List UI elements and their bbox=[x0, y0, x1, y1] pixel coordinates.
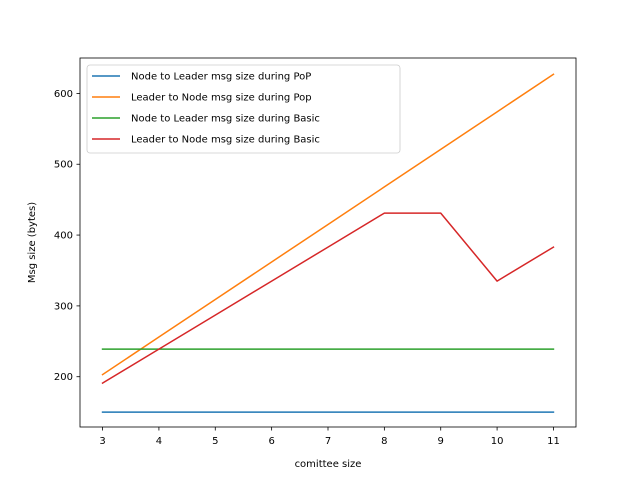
y-tick-label: 300 bbox=[54, 301, 73, 312]
y-tick-label: 500 bbox=[54, 160, 73, 171]
x-tick-label: 9 bbox=[438, 436, 444, 447]
legend-label-2: Leader to Node msg size during Pop bbox=[131, 93, 312, 104]
x-tick-label: 4 bbox=[156, 436, 162, 447]
x-axis-ticks: 3 4 5 6 7 8 9 10 11 bbox=[99, 427, 560, 447]
y-tick-label: 200 bbox=[54, 372, 73, 383]
series-line-4 bbox=[101, 212, 555, 385]
series-layer bbox=[101, 73, 555, 413]
y-axis-ticks: 200 300 400 500 600 bbox=[54, 89, 80, 383]
x-tick-label: 6 bbox=[268, 436, 274, 447]
x-tick-label: 3 bbox=[99, 436, 105, 447]
legend-box bbox=[86, 64, 401, 154]
legend-label-3: Node to Leader msg size during Basic bbox=[131, 114, 320, 125]
legend-label-4: Leader to Node msg size during Basic bbox=[131, 135, 320, 146]
series-line-2 bbox=[101, 73, 555, 376]
y-tick-label: 600 bbox=[54, 89, 73, 100]
x-tick-label: 7 bbox=[325, 436, 331, 447]
legend-label-1: Node to Leader msg size during PoP bbox=[131, 72, 311, 83]
x-tick-label: 10 bbox=[491, 436, 504, 447]
x-tick-label: 11 bbox=[547, 436, 560, 447]
x-tick-label: 8 bbox=[381, 436, 387, 447]
x-axis-label: comittee size bbox=[295, 459, 362, 470]
y-axis-label: Msg size (bytes) bbox=[27, 202, 38, 283]
legend: Node to Leader msg size during PoP Leader… bbox=[86, 64, 401, 154]
x-tick-label: 5 bbox=[212, 436, 218, 447]
y-tick-label: 400 bbox=[54, 231, 73, 242]
